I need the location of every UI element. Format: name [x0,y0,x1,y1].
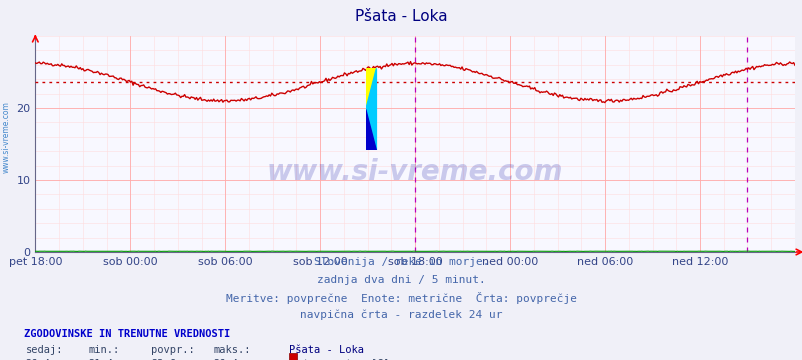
Text: www.si-vreme.com: www.si-vreme.com [2,101,11,173]
Text: maks.:: maks.: [213,345,251,355]
Text: Pšata - Loka: Pšata - Loka [289,345,363,355]
Text: sedaj:: sedaj: [26,345,63,355]
Text: 26,4: 26,4 [26,359,51,360]
Text: 26,4: 26,4 [213,359,238,360]
Text: min.:: min.: [88,345,119,355]
Text: povpr.:: povpr.: [151,345,194,355]
Text: ZGODOVINSKE IN TRENUTNE VREDNOSTI: ZGODOVINSKE IN TRENUTNE VREDNOSTI [24,329,230,339]
Text: www.si-vreme.com: www.si-vreme.com [266,158,563,186]
Text: zadnja dva dni / 5 minut.: zadnja dva dni / 5 minut. [317,275,485,285]
Text: 23,6: 23,6 [151,359,176,360]
Text: Meritve: povprečne  Enote: metrične  Črta: povprečje: Meritve: povprečne Enote: metrične Črta:… [225,292,577,304]
Text: temperatura[C]: temperatura[C] [302,359,389,360]
Text: Pšata - Loka: Pšata - Loka [354,9,448,24]
Text: Slovenija / reke in morje.: Slovenija / reke in morje. [314,257,488,267]
Text: 21,4: 21,4 [88,359,113,360]
Text: navpična črta - razdelek 24 ur: navpična črta - razdelek 24 ur [300,309,502,320]
